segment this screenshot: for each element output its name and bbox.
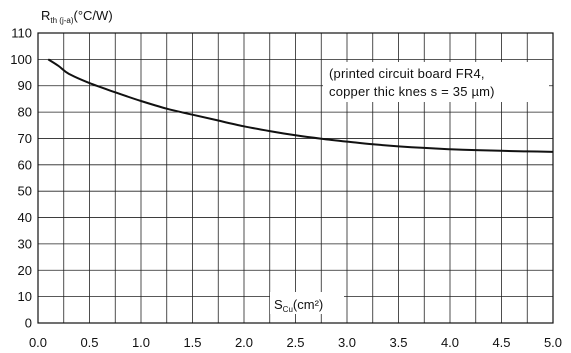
x-tick-label: 3.5	[389, 335, 407, 350]
y-tick-label: 90	[18, 78, 32, 93]
x-tick-label: 3.0	[338, 335, 356, 350]
x-tick-label: 4.0	[441, 335, 459, 350]
x-tick-label: 4.5	[492, 335, 510, 350]
y-axis-label-sub: th (j-a)	[50, 16, 73, 25]
y-tick-label: 110	[11, 26, 32, 41]
annotation-line-1: (printed circuit board FR4,	[329, 66, 485, 81]
series-line	[47, 58, 554, 153]
y-tick-label: 100	[10, 52, 32, 67]
y-tick-label: 40	[18, 210, 32, 225]
annotation-line-2: copper thic knes s = 35 µm)	[329, 84, 495, 99]
x-tick-label: 0.5	[80, 335, 98, 350]
y-tick-label: 60	[18, 157, 32, 172]
y-tick-label: 70	[18, 131, 32, 146]
x-tick-label: 1.5	[183, 335, 201, 350]
x-axis-label-main: S	[274, 297, 283, 312]
y-tick-label: 30	[18, 236, 32, 251]
x-tick-label: 2.0	[235, 335, 253, 350]
x-tick-label: 5.0	[544, 335, 562, 350]
y-axis-label-unit: (°C/W)	[74, 8, 113, 23]
y-axis-label: Rth (j-a)(°C/W)	[41, 8, 113, 25]
y-axis-label-main: R	[41, 8, 50, 23]
y-tick-label: 50	[18, 184, 32, 199]
y-tick-label: 10	[18, 289, 32, 304]
x-axis-label-sub: Cu	[283, 305, 293, 314]
annotation-box	[323, 62, 549, 102]
x-tick-label: 2.5	[286, 335, 304, 350]
plot-frame	[37, 32, 554, 324]
y-tick-labels: 0 10 20 30 40 50 60 70 80 90 100 110	[10, 26, 32, 331]
x-tick-label: 1.0	[132, 335, 150, 350]
y-tick-label: 80	[18, 105, 32, 120]
x-tick-labels: 0.0 0.5 1.0 1.5 2.0 2.5 3.0 3.5 4.0 4.5 5.0	[29, 335, 562, 350]
x-tick-label: 0.0	[29, 335, 47, 350]
x-axis-label-box	[270, 292, 344, 314]
x-axis-label: SCu(cm²)	[274, 297, 323, 314]
y-tick-label: 20	[18, 263, 32, 278]
x-axis-label-unit: (cm²)	[293, 297, 323, 312]
y-tick-label: 0	[25, 316, 32, 331]
